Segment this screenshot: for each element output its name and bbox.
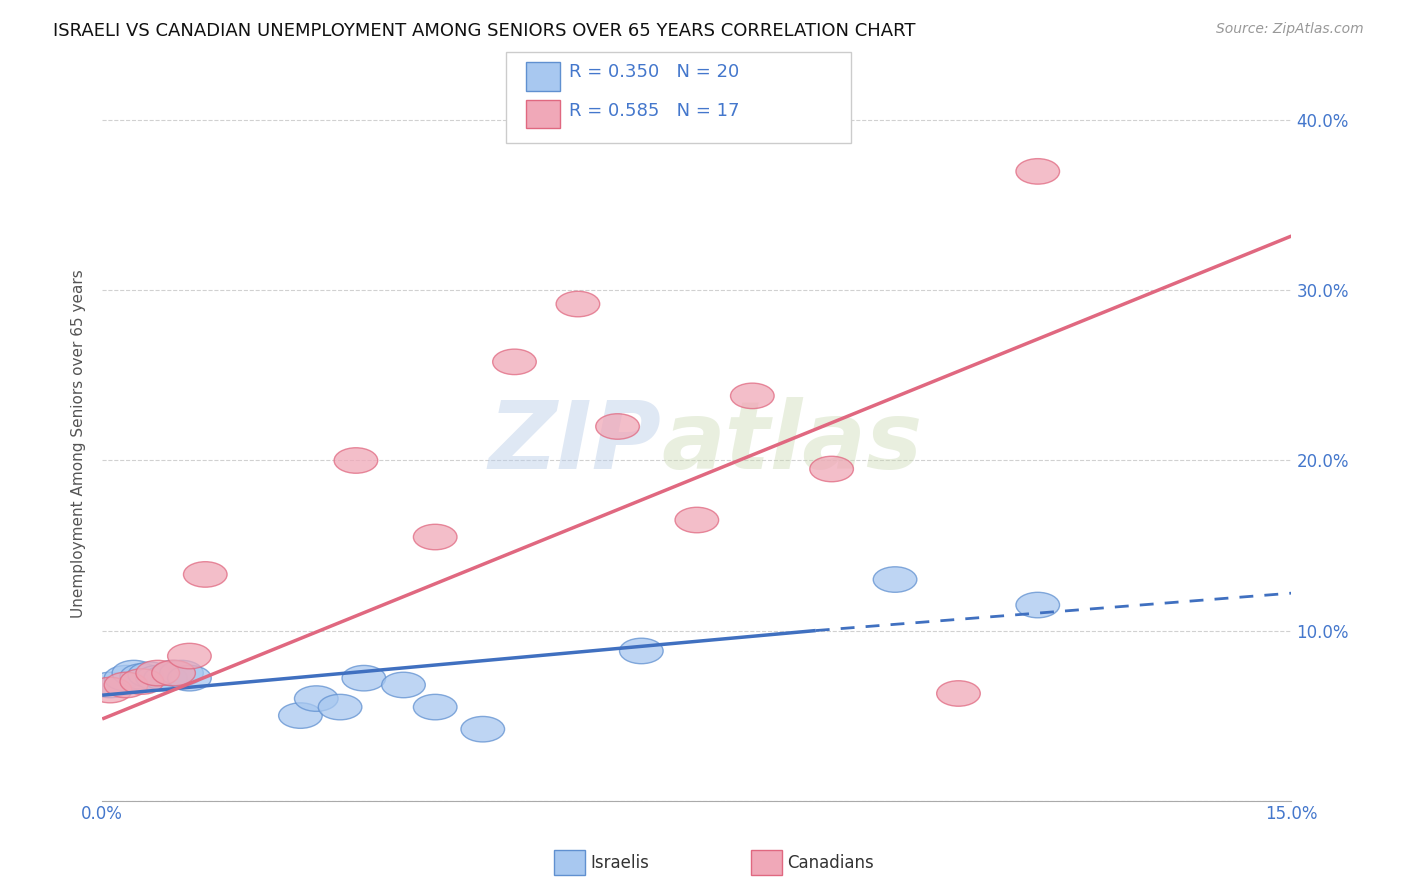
Text: Israelis: Israelis <box>591 854 650 871</box>
Ellipse shape <box>89 677 132 703</box>
Ellipse shape <box>136 660 180 686</box>
Ellipse shape <box>810 456 853 482</box>
Text: R = 0.585   N = 17: R = 0.585 N = 17 <box>569 102 740 120</box>
Ellipse shape <box>167 643 211 669</box>
Ellipse shape <box>167 665 211 691</box>
Text: Source: ZipAtlas.com: Source: ZipAtlas.com <box>1216 22 1364 37</box>
Ellipse shape <box>278 703 322 729</box>
Ellipse shape <box>152 660 195 686</box>
Ellipse shape <box>104 665 148 691</box>
Ellipse shape <box>294 686 337 711</box>
Ellipse shape <box>160 660 204 686</box>
Text: atlas: atlas <box>661 398 922 490</box>
Ellipse shape <box>596 414 640 439</box>
Text: ZIP: ZIP <box>488 398 661 490</box>
Ellipse shape <box>183 562 228 587</box>
Ellipse shape <box>342 665 385 691</box>
Ellipse shape <box>335 448 378 474</box>
Text: R = 0.350   N = 20: R = 0.350 N = 20 <box>569 63 740 81</box>
Ellipse shape <box>492 349 536 375</box>
Ellipse shape <box>1017 592 1060 618</box>
Ellipse shape <box>413 694 457 720</box>
Ellipse shape <box>381 673 425 698</box>
Ellipse shape <box>112 660 156 686</box>
Ellipse shape <box>120 669 163 694</box>
Text: Canadians: Canadians <box>787 854 875 871</box>
Ellipse shape <box>143 665 187 691</box>
Y-axis label: Unemployment Among Seniors over 65 years: Unemployment Among Seniors over 65 years <box>72 269 86 618</box>
Ellipse shape <box>89 673 132 698</box>
Ellipse shape <box>120 664 163 690</box>
Ellipse shape <box>152 660 195 686</box>
Ellipse shape <box>557 292 600 317</box>
Ellipse shape <box>936 681 980 706</box>
Ellipse shape <box>136 665 180 691</box>
Ellipse shape <box>128 662 172 688</box>
Ellipse shape <box>318 694 361 720</box>
Ellipse shape <box>461 716 505 742</box>
Ellipse shape <box>1017 159 1060 184</box>
Text: ISRAELI VS CANADIAN UNEMPLOYMENT AMONG SENIORS OVER 65 YEARS CORRELATION CHART: ISRAELI VS CANADIAN UNEMPLOYMENT AMONG S… <box>53 22 915 40</box>
Ellipse shape <box>675 508 718 533</box>
Ellipse shape <box>731 384 775 409</box>
Ellipse shape <box>104 673 148 698</box>
Ellipse shape <box>873 566 917 592</box>
Ellipse shape <box>413 524 457 549</box>
Ellipse shape <box>620 638 664 664</box>
